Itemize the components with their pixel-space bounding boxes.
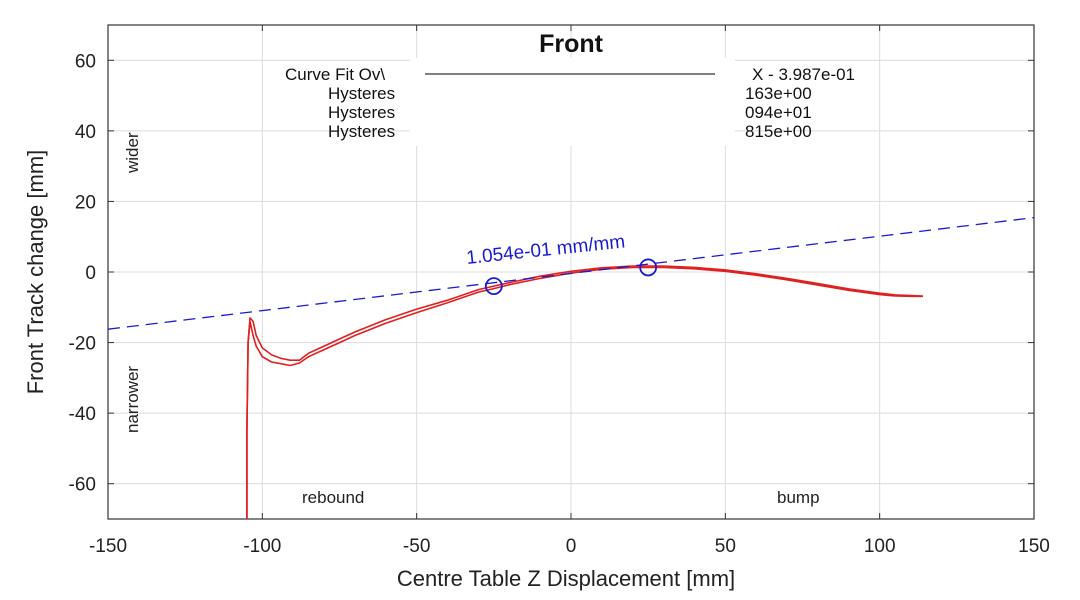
y-tick-label: -60 [69,475,96,496]
x-tick-label: -100 [243,536,281,557]
legend-line-2: Hysteres [328,84,395,103]
legend-value-1: X - 3.987e-01 [752,65,855,84]
annotation-rebound: rebound [302,488,364,507]
fit-point-marker [639,258,658,277]
legend-line-3: Hysteres [328,103,395,122]
legend-line-4: Hysteres [328,122,395,141]
x-axis-label: Centre Table Z Displacement [mm] [397,566,735,591]
x-tick-label: 50 [715,536,736,557]
legend-value-3: 094e+01 [745,103,812,122]
series-line-upper [246,265,923,519]
fit-point-marker [484,277,503,296]
y-tick-labels: 60 40 20 0 -20 -40 -60 [69,51,96,495]
plot-frame [107,24,1035,520]
x-tick-label: 0 [566,536,577,557]
annotation-narrower: narrower [123,366,142,433]
annotation-bump: bump [777,488,820,507]
y-axis-label: Front Track change [mm] [23,150,48,395]
y-tick-label: 60 [75,51,96,72]
x-tick-label: 150 [1018,536,1050,557]
y-tick-label: 0 [85,263,96,284]
legend-value-4: 815e+00 [745,122,812,141]
legend: Curve Fit Ov\ Hysteres Hysteres Hysteres… [285,58,855,146]
legend-line-1: Curve Fit Ov\ [285,65,385,84]
x-tick-label: -150 [89,536,127,557]
y-tick-label: 40 [75,122,96,143]
chart-title: Front [539,30,604,58]
legend-value-2: 163e+00 [745,84,812,103]
x-tick-labels: -150 -100 -50 0 50 100 150 [89,536,1050,557]
series-line-lower [246,266,923,519]
marker-layer [484,258,658,296]
fit-line [107,216,1035,330]
y-tick-label: 20 [75,192,96,213]
x-tick-label: 100 [864,536,896,557]
series-layer [107,216,1035,519]
x-tick-label: -50 [403,536,430,557]
annotation-wider: wider [123,132,142,174]
legend-mask [410,58,735,146]
y-tick-label: -20 [69,334,96,355]
y-tick-label: -40 [69,404,96,425]
